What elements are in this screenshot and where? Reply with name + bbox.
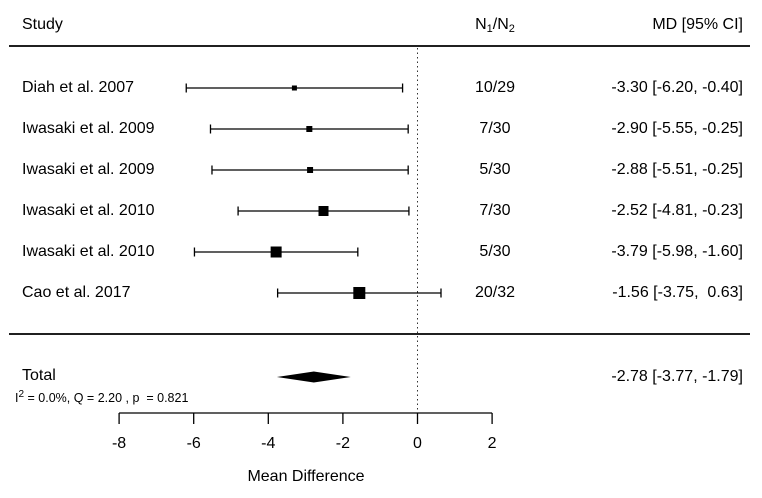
x-axis-title: Mean Difference [247, 468, 365, 485]
heterogeneity-stats: I2 = 0.0%, Q = 2.20 , p = 0.821 [15, 389, 189, 408]
study-md-ci: -1.56 [-3.75, 0.63] [612, 284, 743, 301]
study-label: Cao et al. 2017 [22, 284, 131, 301]
i-squared-sup: 2 [18, 389, 25, 400]
study-md-ci: -2.88 [-5.51, -0.25] [611, 161, 743, 178]
study-n: 5/30 [479, 243, 511, 260]
x-tick-label: -4 [261, 435, 276, 452]
x-tick-label: -6 [186, 435, 201, 452]
n1-base: N [475, 16, 487, 33]
n2-base: N [497, 16, 509, 33]
n1-subscript: 1 [486, 23, 493, 35]
n-slash: / [492, 16, 498, 33]
heterogeneity-values: = 0.0%, Q = 2.20 , p = 0.821 [24, 391, 189, 405]
study-label: Iwasaki et al. 2010 [22, 243, 155, 260]
study-label: Iwasaki et al. 2009 [22, 161, 155, 178]
study-label: Diah et al. 2007 [22, 79, 135, 96]
summary-diamond [276, 371, 351, 383]
effect-square [291, 85, 297, 91]
x-tick-label: -8 [111, 435, 127, 452]
study-md-ci: -2.52 [-4.81, -0.23] [611, 202, 743, 219]
study-n: 7/30 [479, 120, 511, 137]
effect-square [353, 287, 366, 299]
x-tick-label: 2 [487, 435, 497, 452]
summary-md-ci: -2.78 [-3.77, -1.79] [611, 368, 743, 385]
column-header-study: Study [22, 16, 63, 33]
study-md-ci: -3.30 [-6.20, -0.40] [611, 79, 743, 96]
study-md-ci: -2.90 [-5.55, -0.25] [611, 120, 743, 137]
study-n: 20/32 [474, 284, 516, 301]
x-tick-label: -2 [335, 435, 351, 452]
summary-label: Total [22, 367, 56, 384]
n2-subscript: 2 [508, 23, 515, 35]
effect-square [318, 206, 329, 216]
study-n: 10/29 [474, 79, 516, 96]
effect-square [307, 167, 314, 173]
study-n: 5/30 [479, 161, 511, 178]
column-header-n1-n2: N1/N2 [450, 15, 540, 35]
effect-square [270, 246, 282, 258]
study-label: Iwasaki et al. 2010 [22, 202, 155, 219]
study-md-ci: -3.79 [-5.98, -1.60] [611, 243, 743, 260]
x-tick-label: 0 [413, 435, 422, 452]
study-n: 7/30 [479, 202, 511, 219]
column-header-md-ci: MD [95% CI] [652, 16, 743, 33]
study-label: Iwasaki et al. 2009 [22, 120, 155, 137]
i-squared-base: I [15, 391, 19, 405]
effect-square [306, 126, 313, 132]
